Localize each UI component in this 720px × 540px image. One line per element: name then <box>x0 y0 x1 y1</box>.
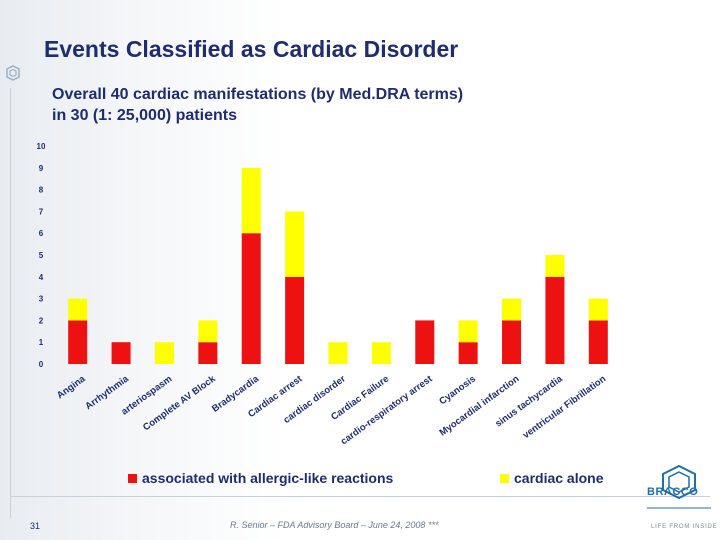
x-category-label: Cyanosis <box>437 374 478 408</box>
y-tick-label: 5 <box>39 251 44 260</box>
y-tick-label: 6 <box>39 229 44 238</box>
legend-allergic-label: associated with allergic-like reactions <box>142 470 394 486</box>
bracco-mark-icon <box>6 65 20 81</box>
x-category-label: Myocardial infarction <box>438 373 522 438</box>
y-tick-label: 1 <box>39 338 44 347</box>
bar-allergic-11 <box>502 320 522 364</box>
bar-allergic-6 <box>285 276 305 364</box>
legend-allergic: associated with allergic-like reactions <box>128 470 393 486</box>
bar-alone-10 <box>458 320 478 343</box>
x-category-label: Complete AV Block <box>141 373 218 433</box>
bar-alone-12 <box>545 255 565 277</box>
slide-title: Events Classified as Cardiac Disorder <box>44 36 459 62</box>
brand-tagline: LIFE FROM INSIDE <box>651 524 718 530</box>
y-tick-label: 7 <box>39 207 44 216</box>
y-tick-label: 10 <box>37 142 46 151</box>
x-category-label: ventricular Fibrillation <box>521 373 608 441</box>
bar-alone-11 <box>502 298 522 321</box>
bracco-logo-icon <box>647 464 711 509</box>
slide-subtitle: Overall 40 cardiac manifestations (by Me… <box>52 84 652 126</box>
bar-alone-7 <box>328 342 348 364</box>
bar-allergic-4 <box>198 342 218 364</box>
bar-alone-5 <box>241 167 261 234</box>
legend-alone: cardiac alone <box>500 470 604 486</box>
brand-name: BRACCO <box>647 486 699 498</box>
bar-allergic-5 <box>241 233 261 364</box>
bar-allergic-9 <box>415 320 435 364</box>
y-tick-label: 0 <box>39 360 44 369</box>
legend-alone-swatch <box>500 473 509 483</box>
y-tick-label: 3 <box>39 295 44 304</box>
x-category-label: Angina <box>55 373 88 401</box>
y-tick-label: 4 <box>39 273 44 282</box>
bar-allergic-2 <box>111 342 131 364</box>
bar-alone-13 <box>588 298 608 321</box>
bar-allergic-12 <box>545 276 565 364</box>
bar-alone-1 <box>68 298 88 321</box>
bar-allergic-13 <box>588 320 608 364</box>
y-tick-label: 8 <box>39 186 44 195</box>
bar-alone-8 <box>371 342 391 364</box>
decorative-bottom-line <box>10 496 710 497</box>
subtitle-line-1: Overall 40 cardiac manifestations (by Me… <box>52 86 464 103</box>
page-number: 31 <box>30 521 41 531</box>
bar-alone-6 <box>285 211 305 277</box>
y-tick-label: 9 <box>39 164 44 173</box>
y-tick-label: 2 <box>39 316 44 325</box>
decorative-side-line <box>10 88 11 518</box>
bar-alone-3 <box>154 342 174 364</box>
legend-alone-label: cardiac alone <box>514 470 604 486</box>
bar-allergic-10 <box>458 342 478 364</box>
bar-alone-4 <box>198 320 218 343</box>
subtitle-line-2: in 30 (1: 25,000) patients <box>52 107 237 124</box>
bar-allergic-1 <box>68 320 88 364</box>
legend-allergic-swatch <box>128 473 137 483</box>
footer-text: R. Senior – FDA Advisory Board – June 24… <box>230 520 439 530</box>
